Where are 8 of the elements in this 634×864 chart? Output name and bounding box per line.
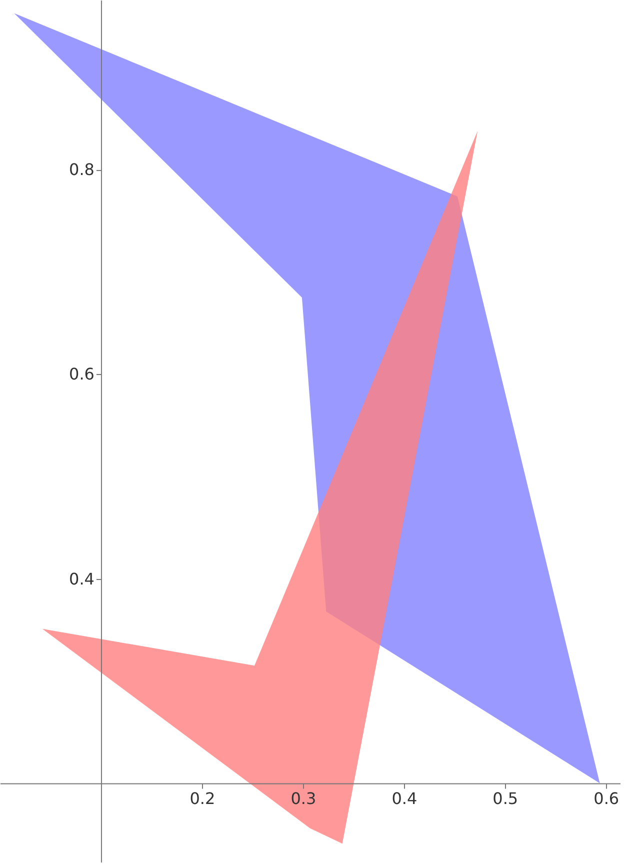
x-tick-label: 0.4	[392, 788, 418, 808]
y-tick-label: 0.8	[69, 160, 94, 180]
x-tick-label: 0.2	[190, 788, 216, 808]
x-tick-label: 0.6	[594, 788, 620, 808]
y-tick-label: 0.6	[69, 364, 94, 384]
y-tick-label: 0.4	[69, 569, 94, 588]
x-tick-label: 0.5	[492, 788, 518, 808]
x-tick-label: 0.3	[290, 788, 316, 808]
